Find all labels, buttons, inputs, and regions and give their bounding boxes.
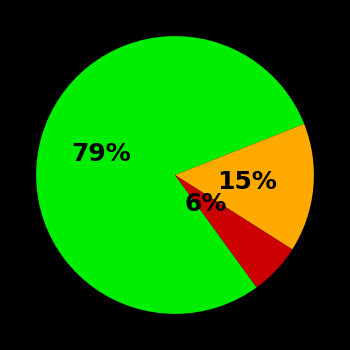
- Wedge shape: [36, 36, 304, 314]
- Text: 6%: 6%: [184, 191, 226, 216]
- Wedge shape: [175, 124, 314, 250]
- Wedge shape: [175, 175, 292, 287]
- Text: 79%: 79%: [72, 142, 132, 166]
- Text: 15%: 15%: [217, 170, 277, 194]
